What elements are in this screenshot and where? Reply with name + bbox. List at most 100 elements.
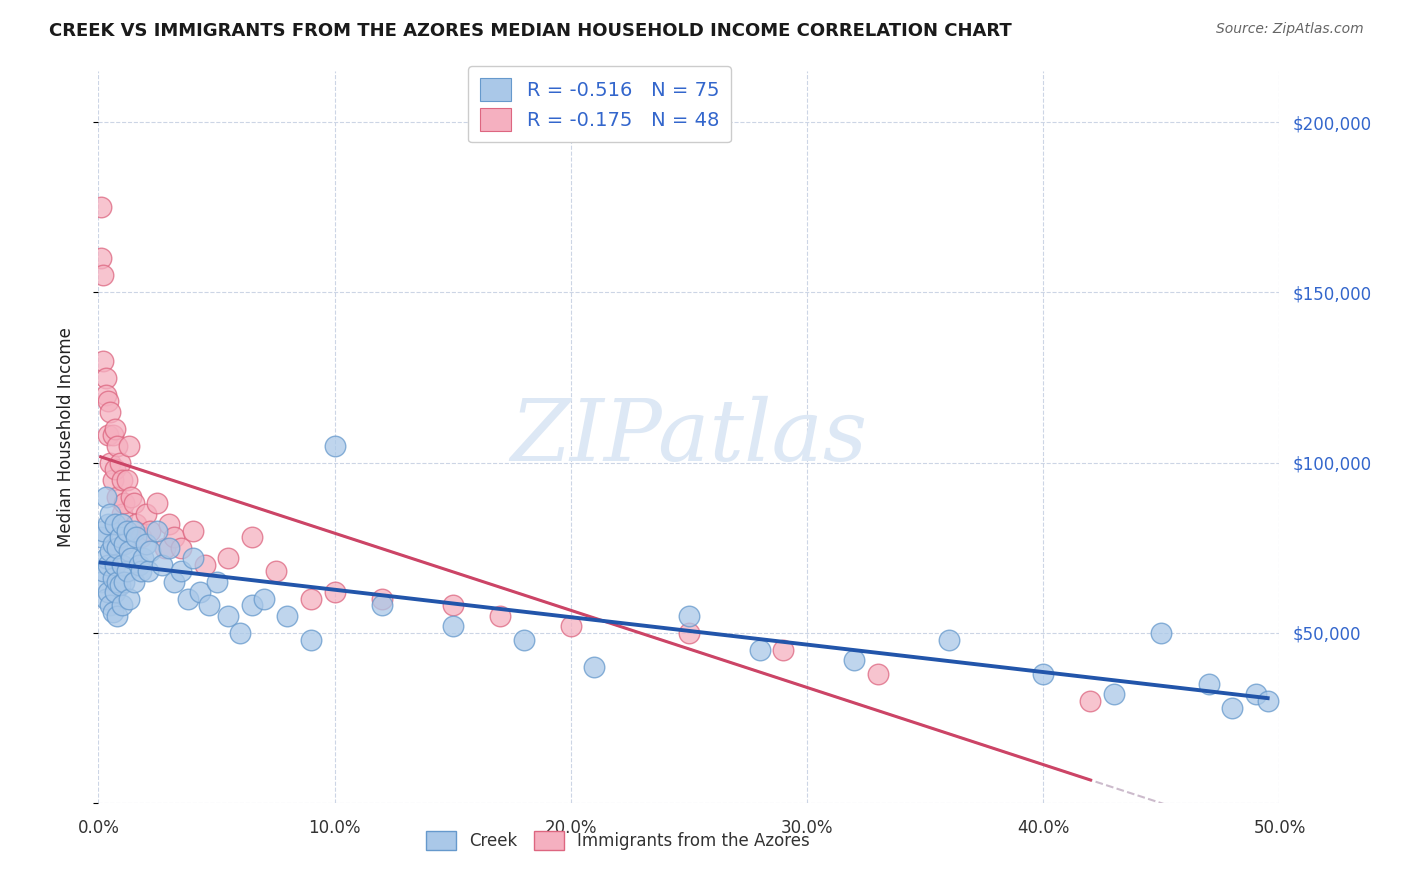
Point (299, 632, 322, 647)
Point (678, 625, 700, 640)
Point (91, 268, 114, 283)
Point (94, 591, 117, 606)
Point (139, 524, 162, 538)
Point (441, 619, 464, 633)
Point (146, 524, 169, 538)
Point (98, 507, 121, 521)
Point (104, 421, 127, 435)
Point (105, 608, 128, 623)
Point (101, 571, 124, 585)
Point (104, 558, 127, 572)
Point (105, 574, 128, 589)
Point (177, 591, 200, 606)
Point (181, 550, 204, 565)
Point (264, 565, 287, 579)
Point (94, 370, 117, 384)
Point (90, 574, 112, 589)
Legend: Creek, Immigrants from the Azores: Creek, Immigrants from the Azores (419, 824, 817, 856)
Point (104, 585, 127, 599)
Point (139, 544, 162, 558)
Point (170, 565, 193, 579)
Point (323, 585, 346, 599)
Point (198, 599, 221, 613)
Point (105, 439, 128, 453)
Point (101, 473, 124, 487)
Point (181, 524, 204, 538)
Point (108, 578, 131, 592)
Y-axis label: Median Household Income: Median Household Income (56, 327, 75, 547)
Point (125, 516, 148, 531)
Point (121, 550, 143, 565)
Point (1257, 694, 1279, 708)
Point (108, 456, 131, 470)
Point (105, 541, 128, 555)
Text: CREEK VS IMMIGRANTS FROM THE AZORES MEDIAN HOUSEHOLD INCOME CORRELATION CHART: CREEK VS IMMIGRANTS FROM THE AZORES MEDI… (49, 22, 1012, 40)
Point (108, 531, 131, 545)
Point (371, 591, 394, 606)
Point (583, 659, 606, 673)
Point (115, 473, 138, 487)
Point (128, 558, 150, 572)
Point (118, 591, 141, 606)
Point (111, 473, 134, 487)
Point (136, 565, 159, 579)
Point (153, 541, 176, 555)
Point (240, 531, 263, 545)
Point (98, 544, 121, 558)
Point (217, 608, 239, 623)
Point (1150, 625, 1173, 640)
Point (1032, 666, 1054, 681)
Point (844, 653, 866, 667)
Point (97, 428, 120, 442)
Point (122, 496, 145, 510)
Point (112, 574, 135, 589)
Point (111, 599, 134, 613)
Point (121, 490, 143, 504)
Point (97, 516, 120, 531)
Point (97, 558, 120, 572)
Point (104, 462, 127, 476)
Point (163, 531, 186, 545)
Point (170, 541, 193, 555)
Point (97, 394, 120, 409)
Point (188, 585, 211, 599)
Point (115, 524, 138, 538)
Point (94, 490, 117, 504)
Point (146, 496, 169, 510)
Point (112, 537, 135, 551)
Point (276, 608, 298, 623)
Point (101, 537, 124, 551)
Point (1102, 687, 1125, 701)
Point (489, 608, 512, 623)
Point (240, 599, 263, 613)
Point (105, 490, 128, 504)
Point (98, 599, 121, 613)
Point (101, 428, 124, 442)
Point (678, 608, 700, 623)
Point (111, 516, 134, 531)
Point (125, 531, 148, 545)
Point (90, 201, 112, 215)
Point (91, 524, 114, 538)
Point (512, 632, 534, 647)
Point (112, 496, 135, 510)
Point (115, 565, 138, 579)
Point (748, 642, 770, 657)
Point (118, 439, 141, 453)
Point (299, 591, 322, 606)
Point (94, 550, 117, 565)
Point (90, 531, 112, 545)
Point (132, 550, 155, 565)
Point (163, 574, 186, 589)
Point (1244, 687, 1267, 701)
Point (371, 599, 394, 613)
Text: ZIPatlas: ZIPatlas (510, 396, 868, 478)
Point (772, 642, 794, 657)
Point (560, 619, 582, 633)
Point (135, 537, 157, 551)
Point (101, 605, 124, 619)
Point (253, 591, 276, 606)
Point (217, 550, 239, 565)
Point (91, 353, 114, 368)
Point (150, 558, 173, 572)
